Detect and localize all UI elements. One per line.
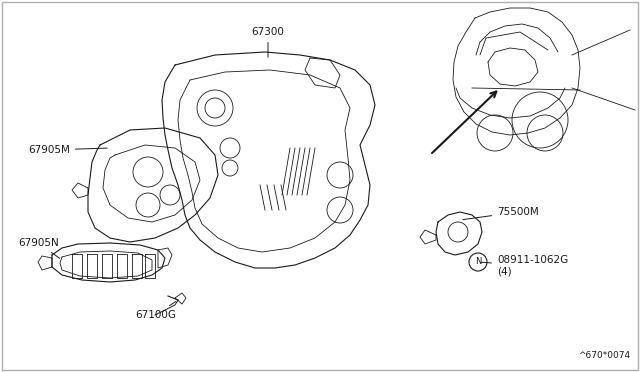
Text: 67905M: 67905M	[28, 145, 108, 155]
Text: 75500M: 75500M	[463, 207, 539, 219]
Text: 08911-1062G
(4): 08911-1062G (4)	[481, 255, 568, 277]
Text: ^670*0074: ^670*0074	[578, 351, 630, 360]
Text: N: N	[475, 257, 481, 266]
Text: 67905N: 67905N	[18, 238, 60, 259]
Text: 67100G: 67100G	[135, 302, 176, 320]
Text: 67300: 67300	[252, 27, 284, 57]
